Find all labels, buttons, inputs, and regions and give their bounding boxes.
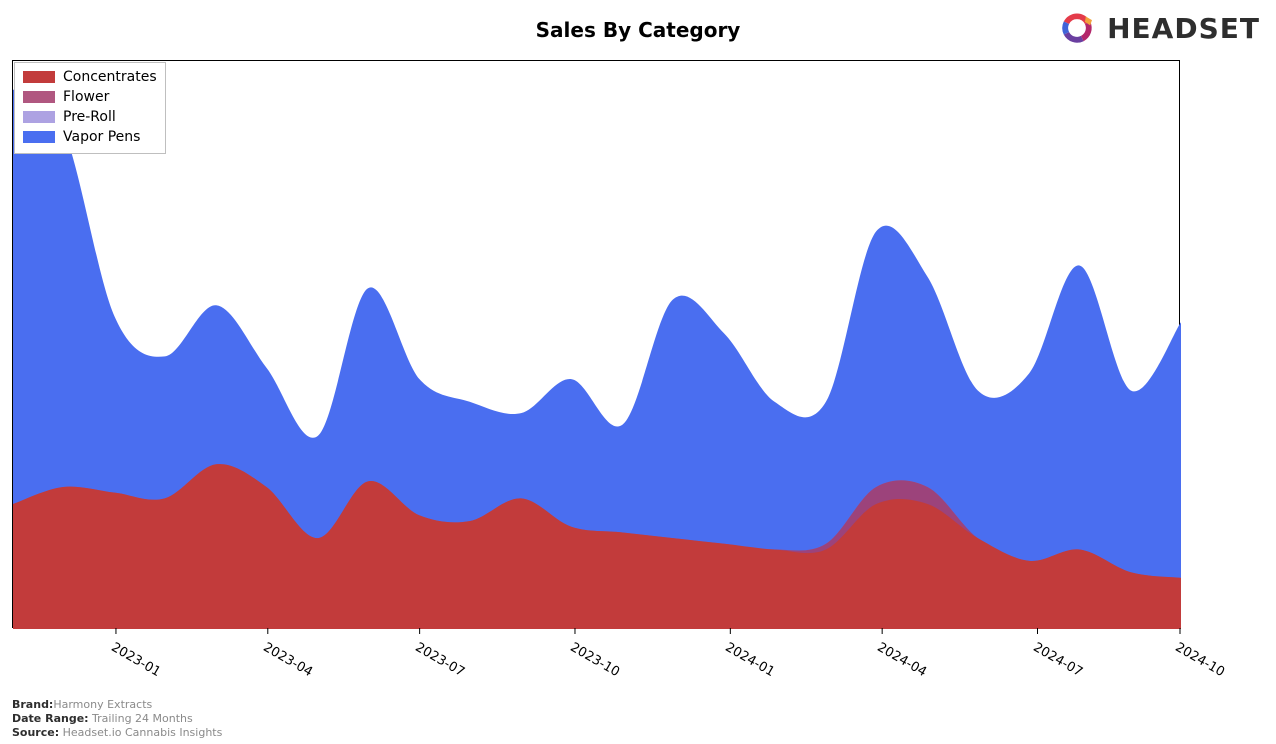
x-tick-label: 2024-01 [723, 640, 778, 680]
x-tick-label: 2024-07 [1030, 640, 1085, 680]
legend-item-concentrates: Concentrates [23, 67, 157, 87]
headset-logo: HEADSET [1055, 6, 1260, 50]
legend-item-flower: Flower [23, 87, 157, 107]
footer-line: Brand:Harmony Extracts [12, 698, 222, 712]
footer-line: Date Range: Trailing 24 Months [12, 712, 222, 726]
legend-swatch [23, 111, 55, 123]
legend-label: Vapor Pens [63, 127, 140, 147]
legend-swatch [23, 91, 55, 103]
legend-label: Pre-Roll [63, 107, 116, 127]
x-tick-label: 2023-07 [412, 640, 467, 680]
legend-swatch [23, 131, 55, 143]
legend-label: Concentrates [63, 67, 157, 87]
x-tick-label: 2024-04 [875, 640, 930, 680]
x-ticks [12, 628, 1182, 638]
stacked-area-svg [13, 61, 1181, 629]
x-tick-label: 2023-10 [567, 640, 622, 680]
legend: ConcentratesFlowerPre-RollVapor Pens [14, 62, 166, 154]
legend-item-vapor-pens: Vapor Pens [23, 127, 157, 147]
chart-footer: Brand:Harmony ExtractsDate Range: Traili… [12, 698, 222, 740]
headset-logo-icon [1055, 6, 1099, 50]
plot-area [12, 60, 1180, 628]
x-tick-label: 2023-01 [108, 640, 163, 680]
x-tick-label: 2023-04 [260, 640, 315, 680]
x-tick-label: 2024-10 [1173, 640, 1228, 680]
headset-logo-text: HEADSET [1107, 12, 1260, 45]
legend-label: Flower [63, 87, 109, 107]
legend-swatch [23, 71, 55, 83]
footer-line: Source: Headset.io Cannabis Insights [12, 726, 222, 740]
legend-item-pre-roll: Pre-Roll [23, 107, 157, 127]
